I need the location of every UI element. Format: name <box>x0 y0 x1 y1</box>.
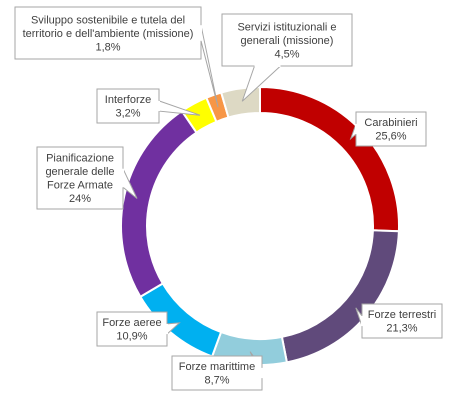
callout-box <box>355 111 427 147</box>
callout-5: Interforze 3,2% <box>96 88 201 124</box>
callout-2: Forze marittime 8,7% <box>171 351 263 391</box>
callout-text: Pianificazione <box>46 153 114 165</box>
callout-text: generale delle <box>45 166 114 178</box>
callout-box <box>96 88 160 124</box>
callout-text: Forze aeree <box>102 317 161 329</box>
slice-0 <box>259 85 400 233</box>
callout-box <box>171 355 263 391</box>
callout-box <box>96 311 168 347</box>
callout-text: Forze marittime <box>179 361 255 373</box>
callout-text: generali (missione) <box>241 35 334 47</box>
callout-text: 3,2% <box>115 108 140 120</box>
callout-1: Forze terrestri 21,3% <box>355 303 443 339</box>
callout-text: 21,3% <box>386 323 417 335</box>
slice-7 <box>219 85 261 119</box>
callout-box <box>221 13 353 67</box>
callout-text: Forze Armate <box>47 180 113 192</box>
callout-text: territorio e dell'ambiente (missione) <box>23 28 194 40</box>
callout-text: 25,6% <box>375 131 406 143</box>
slice-1 <box>280 229 400 364</box>
callout-text: Forze terrestri <box>368 309 436 321</box>
callout-text: Interforze <box>105 94 151 106</box>
callout-text: 10,9% <box>116 331 147 343</box>
callout-0: Carabinieri 25,6% <box>349 111 427 147</box>
slice-4 <box>120 109 198 299</box>
callout-3: Forze aeree 10,9% <box>96 311 181 347</box>
callout-box <box>361 303 443 339</box>
callout-text: 24% <box>69 193 91 205</box>
callout-box <box>36 146 124 210</box>
callout-7: Servizi istituzionali e generali (mission… <box>221 13 353 102</box>
callout-text: 1,8% <box>95 41 120 53</box>
callout-6: Sviluppo sostenibile e tutela del territo… <box>14 6 219 108</box>
callout-text: Sviluppo sostenibile e tutela del <box>31 14 185 26</box>
callout-text: Carabinieri <box>364 117 417 129</box>
callout-pointer <box>200 25 219 108</box>
callout-text: Servizi istituzionali e <box>237 21 336 33</box>
callout-text: 4,5% <box>274 48 299 60</box>
callout-text: 8,7% <box>204 375 229 387</box>
